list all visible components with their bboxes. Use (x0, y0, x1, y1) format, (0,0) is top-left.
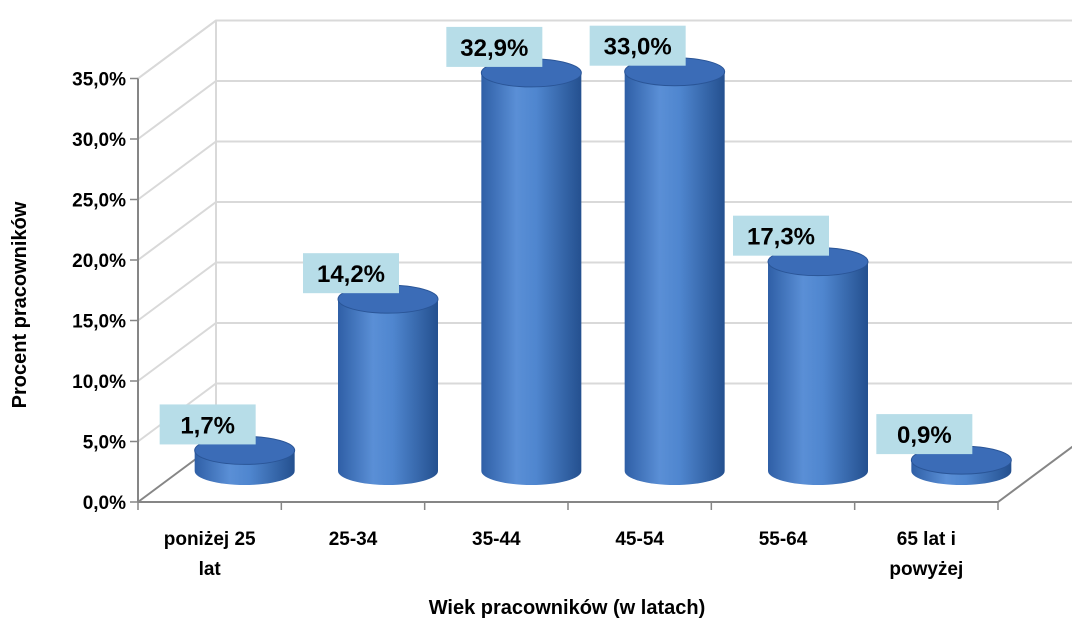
bar (624, 57, 726, 486)
y-tick-label: 20,0% (72, 251, 126, 272)
data-label: 0,9% (897, 422, 952, 449)
data-label-bg (446, 26, 543, 67)
bar (767, 247, 869, 485)
data-labels: 1,7% 14,2% 32,9% 33,0% 17,3% 0,9% (159, 25, 973, 455)
bars (194, 57, 1012, 486)
data-label: 17,3% (747, 224, 815, 251)
bar-body (768, 261, 868, 485)
x-tick-label: 55-64 (759, 529, 808, 550)
data-label-bg (733, 215, 829, 256)
y-tick-label: 15,0% (72, 312, 126, 333)
data-label-bg (159, 404, 256, 445)
x-axis-title: Wiek pracowników (w latach) (429, 597, 706, 619)
gridlines (137, 19, 1072, 444)
y-tick-label: 5,0% (83, 433, 126, 454)
gridline (137, 201, 1072, 261)
axes: 0,0% 5,0% 10,0% 15,0% 20,0% 25,0% 30,0% 35,0% po… (72, 70, 1072, 580)
y-axis-title: Procent pracowników (9, 201, 31, 408)
bar-body (338, 299, 438, 485)
data-label: 14,2% (317, 261, 385, 288)
y-tick-label: 35,0% (72, 70, 126, 91)
x-tick-label: 25-34 (329, 529, 378, 550)
y-tick-label: 0,0% (83, 493, 126, 514)
y-tick-label: 10,0% (72, 372, 126, 393)
bar (337, 284, 439, 485)
gridline (137, 322, 1072, 382)
x-tick-label: 35-44 (472, 529, 521, 550)
gridline (137, 80, 1072, 140)
gridline (137, 19, 1072, 80)
bar-body (481, 72, 582, 485)
y-tick-label: 25,0% (72, 191, 126, 212)
data-label-bg (589, 25, 686, 66)
x-tick-label: 65 lat i powyżej (889, 529, 963, 580)
gridline (137, 140, 1072, 201)
bar (480, 58, 582, 485)
data-label-bg (303, 253, 399, 294)
x-tick-label: poniżej 25 lat (164, 529, 256, 580)
data-label: 33,0% (604, 34, 672, 61)
data-label: 32,9% (460, 35, 528, 62)
data-label-bg (876, 414, 973, 455)
bar-body (624, 71, 725, 486)
gridline (137, 261, 1072, 322)
x-tick-label: 45-54 (615, 529, 664, 550)
y-tick-label: 30,0% (72, 130, 126, 151)
data-label: 1,7% (180, 412, 235, 439)
